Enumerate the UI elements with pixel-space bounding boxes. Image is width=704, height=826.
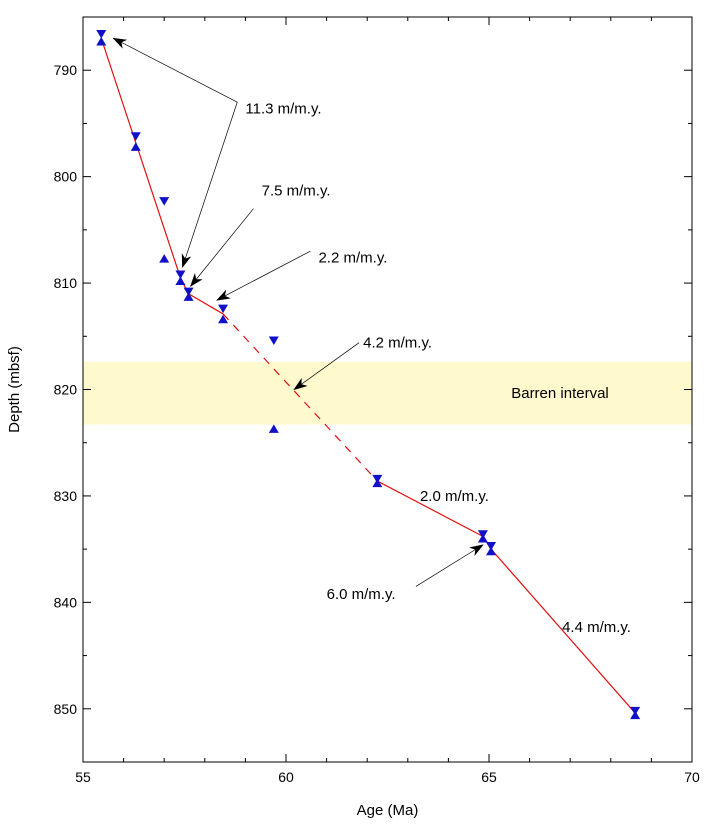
x-tick-label: 65 (481, 769, 497, 785)
x-tick-label: 55 (75, 769, 91, 785)
barren-band-label: Barren interval (511, 385, 609, 402)
x-tick-label: 60 (278, 769, 294, 785)
fit-line-segment (490, 548, 636, 714)
annotation-arrow (415, 544, 484, 587)
data-point-down (175, 270, 186, 280)
barren-band-rect (83, 361, 692, 425)
data-point-up (630, 710, 641, 720)
data-point-up (372, 478, 383, 488)
y-tick-label: 840 (54, 594, 78, 610)
axis-ticks: 55 60 65 70 790 800 810 820 830 840 850 (54, 16, 700, 785)
data-point-down (130, 132, 141, 141)
data-point-up (159, 254, 170, 263)
annotation-arrow (293, 342, 360, 391)
y-tick-label: 850 (54, 701, 78, 717)
rate-annotation: 4.4 m/m.y. (562, 619, 631, 636)
rate-annotation: 2.2 m/m.y. (318, 250, 387, 267)
y-tick-label: 810 (54, 275, 78, 291)
annotation-arrow (112, 37, 238, 103)
data-point-up (268, 424, 279, 433)
x-tick-label: 70 (684, 769, 700, 785)
data-point-up (218, 314, 229, 324)
data-point-up (175, 276, 186, 285)
y-tick-label: 820 (54, 382, 78, 398)
data-point-down (96, 30, 107, 39)
data-point-up (96, 36, 107, 46)
data-point-up (130, 142, 141, 151)
data-point-up (477, 534, 488, 543)
rate-annotation: 6.0 m/m.y. (327, 586, 396, 603)
fit-line-segment (222, 313, 378, 482)
fit-line-segment (377, 480, 484, 537)
annotation-arrows (112, 37, 484, 587)
y-tick-label: 800 (54, 169, 78, 185)
y-axis-title: Depth (mbsf) (6, 346, 23, 433)
data-point-down (183, 287, 194, 297)
fit-line-segment (188, 293, 224, 315)
y-tick-label: 830 (54, 488, 78, 504)
barren-interval-band: Barren interval (83, 361, 692, 425)
sedimentation-rate-line (100, 38, 636, 714)
annotation-arrow (181, 102, 238, 269)
data-point-down (486, 541, 497, 551)
annotation-arrow (216, 250, 311, 301)
rate-annotation: 7.5 m/m.y. (262, 182, 331, 199)
rate-annotation: 11.3 m/m.y. (245, 101, 321, 118)
data-point-down (159, 197, 170, 206)
data-points (96, 30, 641, 720)
y-tick-label: 790 (54, 62, 78, 78)
rate-annotation: 2.0 m/m.y. (420, 488, 489, 505)
rate-annotation: 4.2 m/m.y. (363, 335, 432, 352)
x-axis-title: Age (Ma) (357, 802, 419, 819)
data-point-down (268, 336, 279, 346)
data-point-up (486, 546, 497, 556)
fit-line-segment (100, 38, 182, 278)
data-point-up (183, 292, 194, 301)
rate-annotations: 11.3 m/m.y. 7.5 m/m.y. 2.2 m/m.y. 4.2 m/m.y… (245, 101, 631, 636)
annotation-arrow (189, 208, 254, 288)
data-point-down (218, 304, 229, 314)
